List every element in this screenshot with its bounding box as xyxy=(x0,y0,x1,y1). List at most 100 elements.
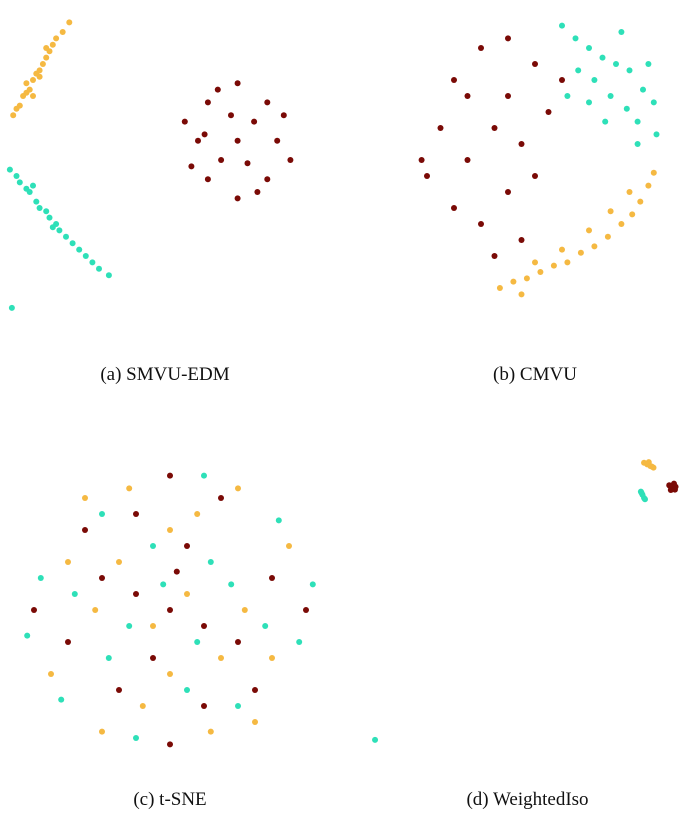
point xyxy=(49,41,56,48)
point xyxy=(16,179,23,186)
point xyxy=(33,198,40,205)
point xyxy=(24,632,31,639)
point xyxy=(537,269,544,275)
point xyxy=(491,253,498,259)
point xyxy=(532,259,538,266)
point xyxy=(275,517,282,524)
point xyxy=(650,169,657,176)
point xyxy=(586,99,592,106)
point xyxy=(76,246,83,253)
point xyxy=(496,285,503,291)
point xyxy=(645,61,652,67)
point xyxy=(510,278,517,285)
point xyxy=(167,472,173,479)
point xyxy=(204,99,211,106)
point xyxy=(550,262,557,269)
point xyxy=(201,472,207,479)
point xyxy=(204,176,211,183)
point xyxy=(228,581,235,588)
point xyxy=(235,485,241,492)
point xyxy=(228,112,234,119)
point xyxy=(437,125,444,131)
point xyxy=(82,527,88,533)
point xyxy=(638,489,645,496)
point xyxy=(505,35,511,42)
point xyxy=(618,29,625,35)
point xyxy=(30,93,36,99)
point xyxy=(303,607,309,613)
caption: (b) CMVU xyxy=(493,364,577,385)
point xyxy=(65,639,71,645)
point xyxy=(559,77,565,83)
point xyxy=(478,221,484,227)
point xyxy=(214,86,221,93)
point xyxy=(99,728,105,735)
point xyxy=(71,591,78,597)
point xyxy=(264,99,271,106)
point xyxy=(201,703,207,709)
point xyxy=(287,157,294,163)
point xyxy=(545,109,552,115)
point xyxy=(623,105,630,112)
point xyxy=(505,189,511,195)
point xyxy=(160,581,167,588)
point xyxy=(167,607,173,613)
point xyxy=(591,77,598,83)
point xyxy=(99,575,105,581)
point xyxy=(671,486,678,493)
point xyxy=(195,137,201,144)
point xyxy=(167,527,173,533)
point xyxy=(36,67,43,74)
point xyxy=(26,86,33,93)
caption: (d) WeightedIso xyxy=(466,789,588,810)
point xyxy=(194,511,201,517)
point xyxy=(92,607,99,613)
point xyxy=(264,176,271,183)
point xyxy=(218,157,225,163)
point xyxy=(532,61,538,67)
point xyxy=(26,189,33,195)
point xyxy=(69,240,76,247)
point xyxy=(464,93,471,99)
point xyxy=(274,137,281,144)
caption: (a) SMVU-EDM xyxy=(100,364,229,385)
point xyxy=(235,639,241,645)
point xyxy=(133,511,139,517)
point xyxy=(201,623,207,629)
point xyxy=(207,559,214,565)
point xyxy=(575,67,582,74)
point xyxy=(559,22,565,29)
point xyxy=(8,304,15,311)
point xyxy=(105,655,112,661)
point xyxy=(586,227,592,234)
point xyxy=(505,93,511,99)
point xyxy=(464,157,471,163)
point xyxy=(241,607,248,613)
point xyxy=(518,291,525,298)
point xyxy=(572,35,579,42)
point xyxy=(89,259,96,266)
point xyxy=(634,141,641,147)
point xyxy=(96,265,102,272)
point xyxy=(31,607,37,613)
point xyxy=(184,591,190,597)
point xyxy=(167,671,173,677)
point xyxy=(30,77,36,83)
point xyxy=(53,35,60,42)
point xyxy=(23,80,30,87)
point xyxy=(105,272,112,279)
point xyxy=(653,131,660,138)
point xyxy=(39,61,46,67)
point xyxy=(491,125,498,131)
point xyxy=(252,719,258,725)
point xyxy=(586,45,592,51)
point xyxy=(372,736,379,743)
point xyxy=(645,182,652,189)
point xyxy=(116,687,122,693)
point xyxy=(173,568,180,575)
point xyxy=(618,221,625,227)
point xyxy=(218,495,224,501)
point xyxy=(139,703,146,709)
point xyxy=(251,118,258,125)
